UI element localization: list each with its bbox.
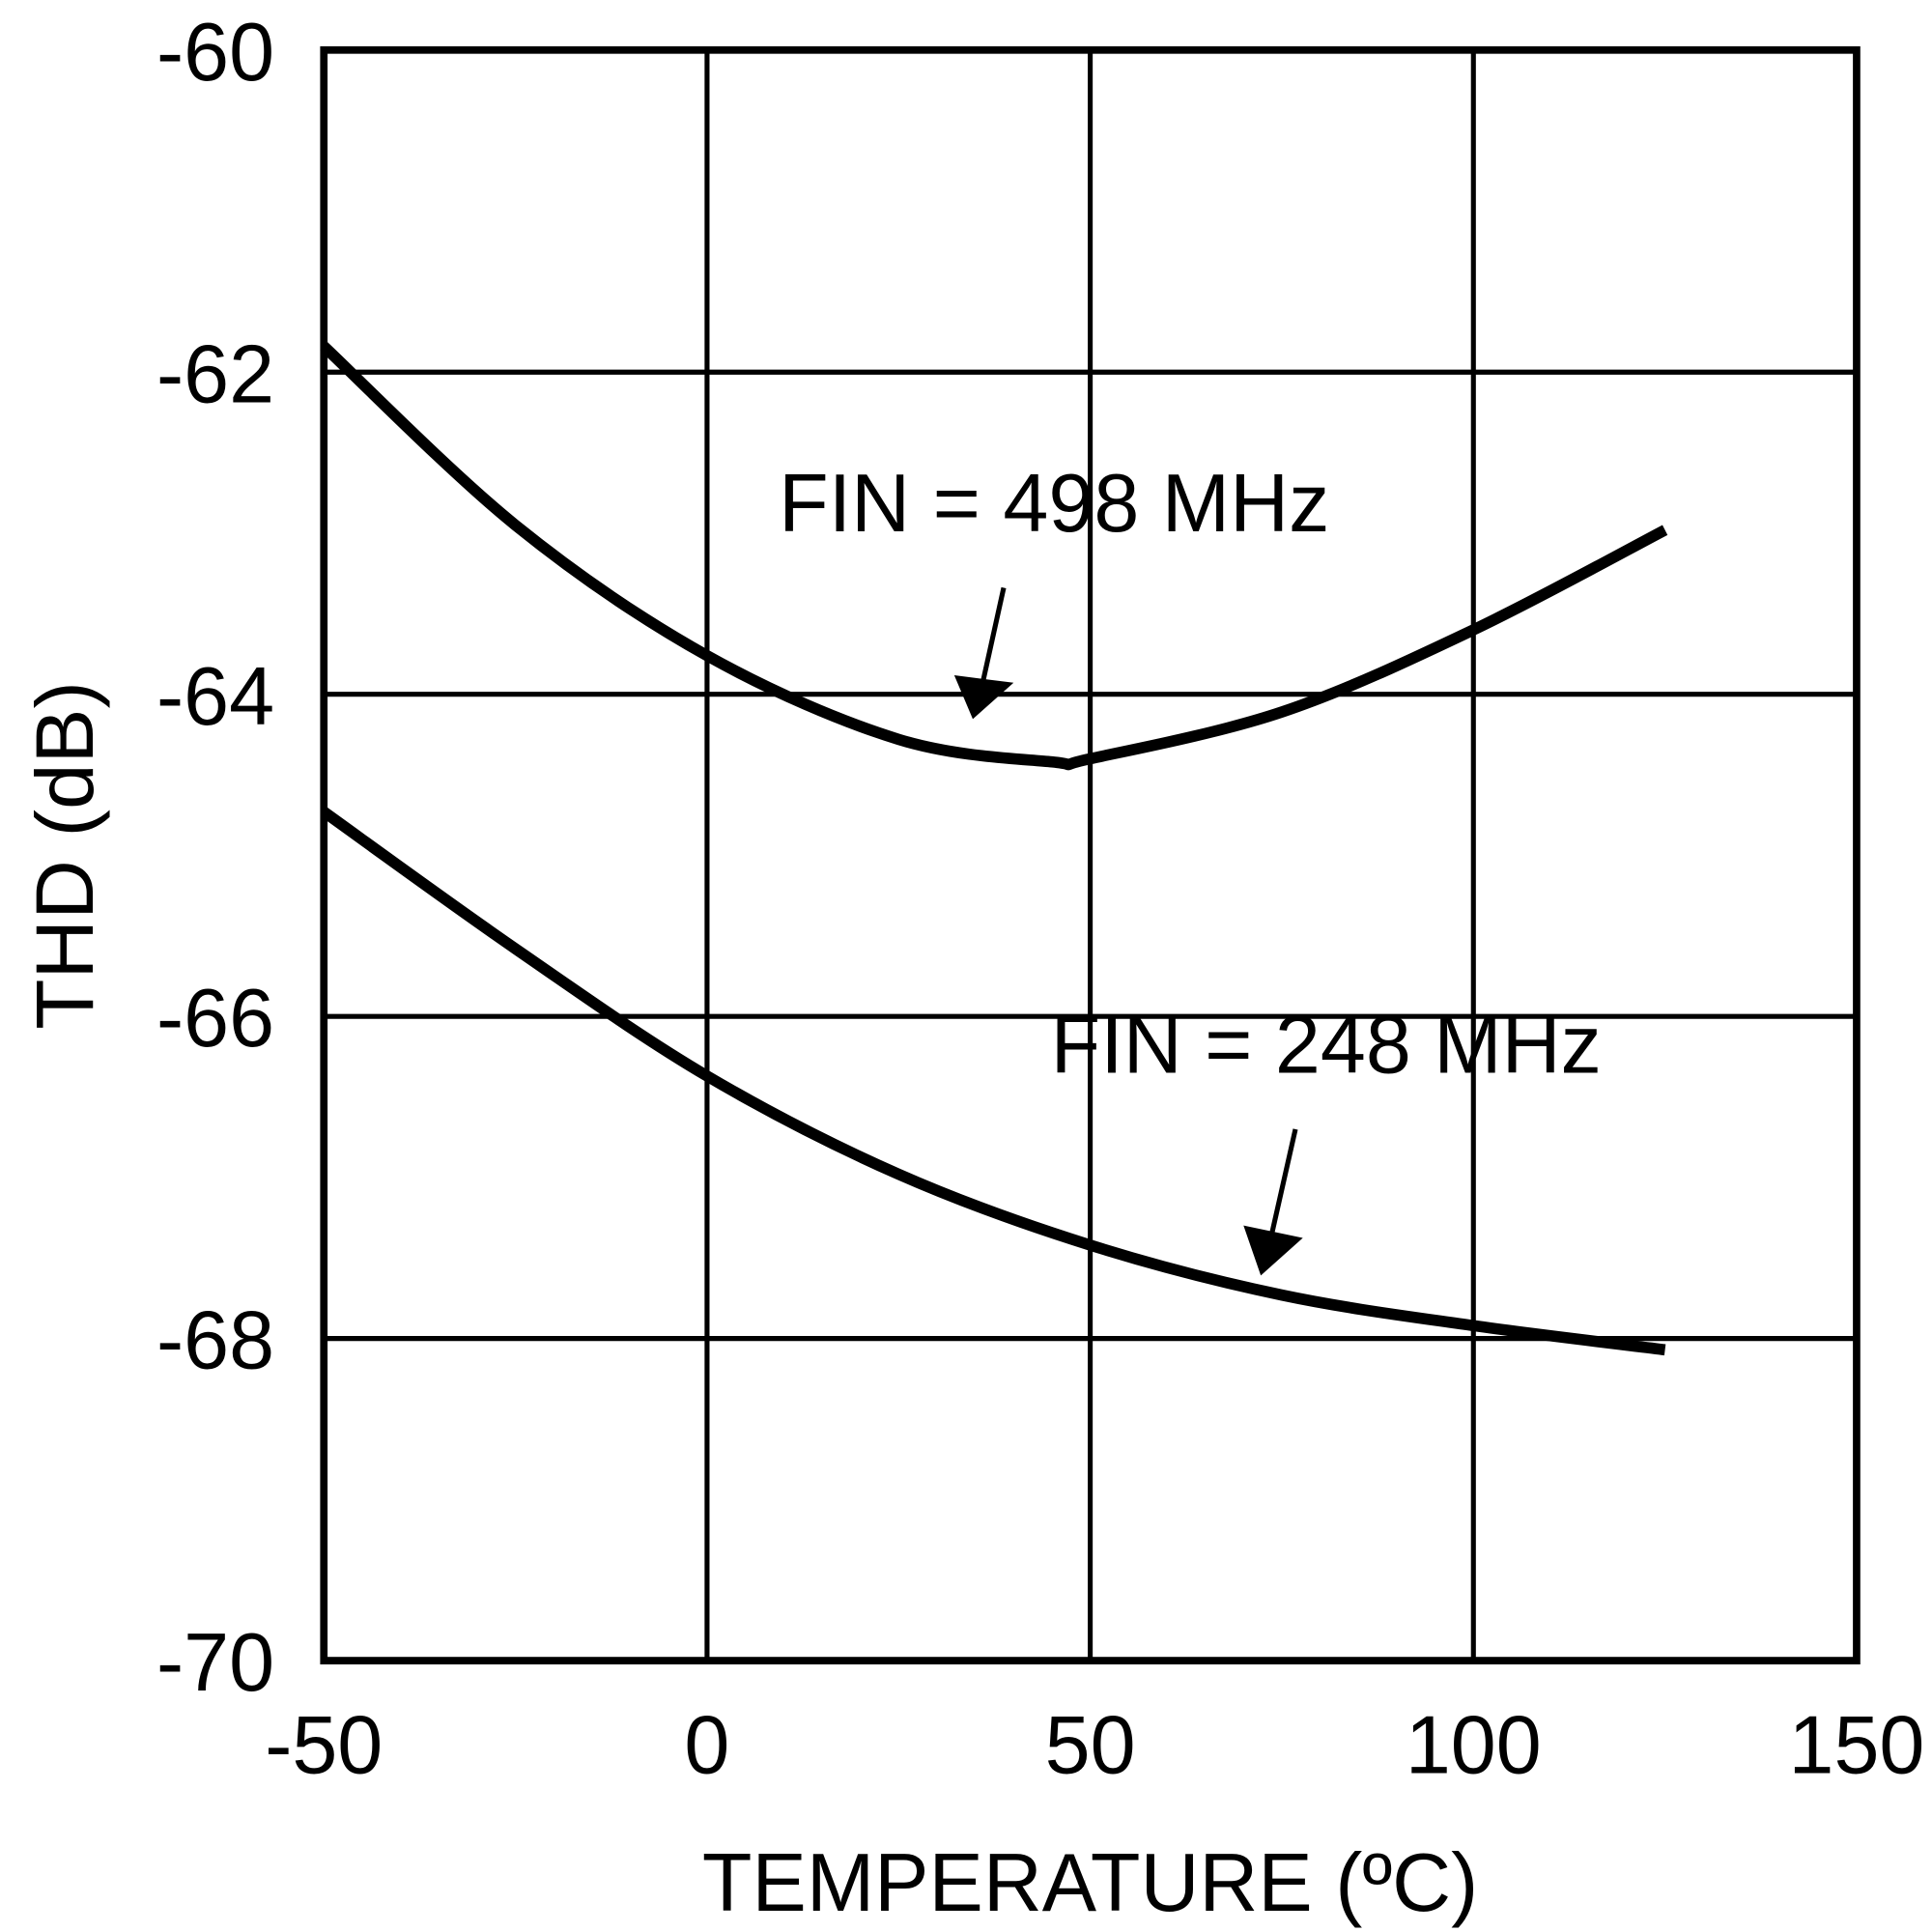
plot-frame xyxy=(320,45,1861,1664)
label-248: FIN = 248 MHz xyxy=(1051,998,1602,1091)
grid xyxy=(320,45,1861,1664)
y-tick-label: -62 xyxy=(156,327,274,420)
series-line-1 xyxy=(320,807,1666,1356)
x-tick-label: 150 xyxy=(1788,1698,1924,1791)
arrow-248 xyxy=(1243,1128,1303,1276)
arrow-498 xyxy=(953,586,1014,720)
x-tick-label: 100 xyxy=(1406,1698,1542,1791)
label-498: FIN = 498 MHz xyxy=(779,457,1329,550)
y-axis-title: THD (dB) xyxy=(18,681,109,1030)
series-line-0 xyxy=(320,342,1668,771)
y-tick-label: -64 xyxy=(156,649,274,742)
y-tick-label: -60 xyxy=(156,5,274,98)
y-tick-label: -70 xyxy=(156,1616,274,1709)
x-axis-title: TEMPERATURE (ºC) xyxy=(702,1836,1478,1929)
y-tick-label: -66 xyxy=(156,972,274,1065)
x-tick-label: -50 xyxy=(265,1698,383,1791)
x-tick-label: 50 xyxy=(1045,1698,1136,1791)
x-tick-label: 0 xyxy=(684,1698,729,1791)
curves xyxy=(320,342,1668,1356)
tick-labels: -50 0 50 100 150 -60 -62 -64 -66 -68 -70 xyxy=(156,5,1924,1790)
y-tick-label: -68 xyxy=(156,1293,274,1386)
